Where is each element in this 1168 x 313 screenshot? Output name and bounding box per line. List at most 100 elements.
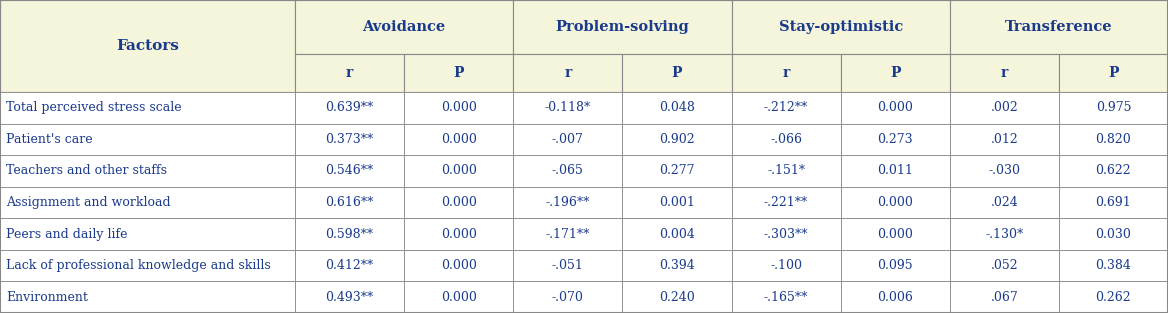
Text: 0.384: 0.384 [1096, 259, 1132, 272]
Bar [1059, 250, 1168, 281]
Text: Teachers and other staffs: Teachers and other staffs [6, 164, 167, 177]
Text: P: P [453, 66, 464, 80]
Text: .067: .067 [990, 291, 1018, 304]
Bar [623, 155, 731, 187]
Text: 0.493**: 0.493** [326, 291, 374, 304]
Bar [841, 155, 950, 187]
Text: P: P [890, 66, 901, 80]
Text: 0.262: 0.262 [1096, 291, 1132, 304]
Bar [404, 92, 513, 124]
Text: -.130*: -.130* [985, 228, 1023, 241]
Bar [841, 281, 950, 313]
Bar [950, 218, 1059, 250]
Text: -.196**: -.196** [545, 196, 590, 209]
Bar [296, 281, 404, 313]
Text: 0.000: 0.000 [440, 133, 477, 146]
Bar [623, 124, 731, 155]
Bar [513, 54, 623, 92]
Bar [950, 92, 1059, 124]
Text: -.221**: -.221** [764, 196, 808, 209]
Bar [513, 155, 623, 187]
Text: 0.622: 0.622 [1096, 164, 1132, 177]
Bar [0, 281, 296, 313]
Bar [404, 281, 513, 313]
Bar [0, 218, 296, 250]
Bar [950, 155, 1059, 187]
Text: P: P [672, 66, 682, 80]
Bar [841, 124, 950, 155]
Text: 0.000: 0.000 [440, 164, 477, 177]
Bar [296, 54, 404, 92]
Bar [0, 0, 296, 92]
Text: Problem-solving: Problem-solving [556, 20, 689, 34]
Text: .024: .024 [990, 196, 1018, 209]
Bar [950, 281, 1059, 313]
Text: Stay-optimistic: Stay-optimistic [779, 20, 903, 34]
Bar [404, 250, 513, 281]
Text: 0.048: 0.048 [659, 101, 695, 114]
Bar [950, 124, 1059, 155]
Bar [513, 92, 623, 124]
Text: -.303**: -.303** [764, 228, 808, 241]
Bar [0, 124, 296, 155]
Bar [841, 92, 950, 124]
Bar [0, 250, 296, 281]
Bar [513, 124, 623, 155]
Text: Avoidance: Avoidance [362, 20, 446, 34]
Bar [950, 187, 1059, 218]
Text: 0.030: 0.030 [1096, 228, 1132, 241]
Bar [404, 187, 513, 218]
Bar [404, 124, 513, 155]
Text: 0.095: 0.095 [877, 259, 913, 272]
Text: 0.000: 0.000 [440, 259, 477, 272]
Text: r: r [1001, 66, 1008, 80]
Text: Lack of professional knowledge and skills: Lack of professional knowledge and skill… [6, 259, 271, 272]
Text: 0.000: 0.000 [877, 196, 913, 209]
Text: r: r [564, 66, 571, 80]
Text: 0.598**: 0.598** [326, 228, 374, 241]
Text: 0.975: 0.975 [1096, 101, 1131, 114]
Text: -.212**: -.212** [764, 101, 808, 114]
Text: -.165**: -.165** [764, 291, 808, 304]
Text: 0.000: 0.000 [877, 101, 913, 114]
Text: 0.001: 0.001 [659, 196, 695, 209]
Bar [404, 218, 513, 250]
Bar [731, 155, 841, 187]
Bar [296, 155, 404, 187]
Text: 0.000: 0.000 [877, 228, 913, 241]
Text: -.065: -.065 [551, 164, 584, 177]
Bar [623, 281, 731, 313]
Text: .052: .052 [990, 259, 1018, 272]
Bar [1059, 281, 1168, 313]
Bar [950, 250, 1059, 281]
Text: -.051: -.051 [551, 259, 584, 272]
Bar [623, 250, 731, 281]
Text: Assignment and workload: Assignment and workload [6, 196, 171, 209]
Bar [841, 250, 950, 281]
Text: Environment: Environment [6, 291, 88, 304]
Text: 0.000: 0.000 [440, 228, 477, 241]
Text: Peers and daily life: Peers and daily life [6, 228, 127, 241]
Bar [731, 0, 950, 54]
Text: -.007: -.007 [551, 133, 584, 146]
Bar [623, 218, 731, 250]
Bar [731, 92, 841, 124]
Bar [841, 218, 950, 250]
Text: -.066: -.066 [770, 133, 802, 146]
Bar [0, 155, 296, 187]
Bar [1059, 218, 1168, 250]
Text: 0.240: 0.240 [659, 291, 695, 304]
Bar [404, 54, 513, 92]
Text: P: P [1108, 66, 1119, 80]
Bar [1059, 124, 1168, 155]
Text: 0.000: 0.000 [440, 291, 477, 304]
Bar [731, 124, 841, 155]
Bar [1059, 187, 1168, 218]
Text: 0.546**: 0.546** [326, 164, 374, 177]
Text: 0.902: 0.902 [659, 133, 695, 146]
Bar [731, 250, 841, 281]
Bar [296, 187, 404, 218]
Text: -.100: -.100 [770, 259, 802, 272]
Text: 0.691: 0.691 [1096, 196, 1132, 209]
Text: Transference: Transference [1004, 20, 1113, 34]
